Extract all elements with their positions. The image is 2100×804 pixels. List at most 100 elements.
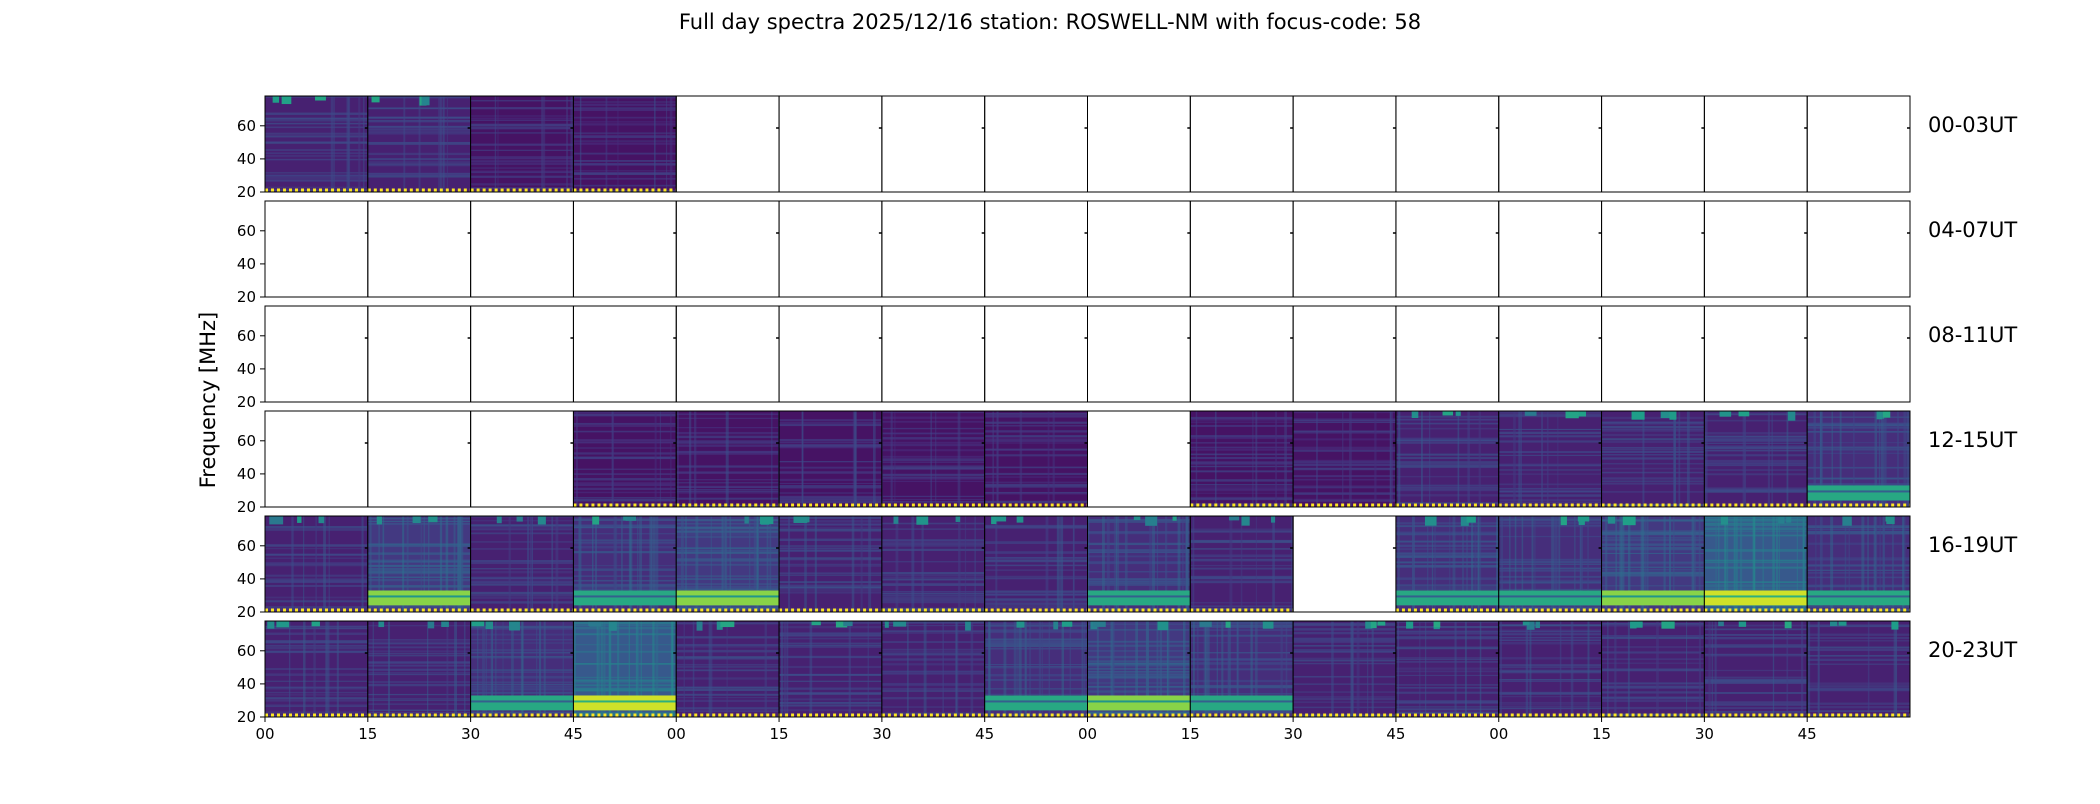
spectrum-panel — [881, 410, 986, 508]
y-tick-label: 40 — [237, 360, 256, 378]
panel-frame — [264, 410, 369, 508]
spectrum-panel — [1601, 410, 1705, 508]
spectrum-panel — [1087, 305, 1191, 403]
spectrum-image — [1190, 411, 1294, 507]
y-tick-label: 40 — [237, 570, 256, 588]
panel-frame — [881, 305, 986, 403]
spectrum-image — [265, 96, 368, 192]
row-label: 16-19UT — [1928, 533, 2017, 557]
x-tick-label: 30 — [872, 725, 891, 743]
spectrum-panel — [1703, 305, 1808, 403]
spectrum-panel — [367, 410, 472, 508]
spectrum-panel — [1087, 200, 1191, 298]
spectrum-image — [881, 516, 985, 612]
panel-frame — [367, 410, 472, 508]
spectrum-panel — [264, 305, 369, 403]
panel-frame — [675, 200, 780, 298]
panel-frame — [1395, 305, 1500, 403]
spectrum-image — [470, 621, 574, 717]
spectrum-panel — [881, 95, 986, 193]
spectrum-panel — [881, 200, 986, 298]
spectrum-image — [1704, 411, 1808, 507]
spectrum-panel — [1087, 620, 1191, 718]
spectrum-panel — [572, 95, 677, 193]
spectrum-image — [1601, 411, 1705, 507]
spectrum-image — [1395, 411, 1499, 507]
panel-frame — [984, 305, 1088, 403]
y-tick-label: 20 — [237, 498, 256, 516]
spectrum-panel — [1292, 95, 1397, 193]
spectrum-image — [1807, 621, 1910, 717]
spectrum-panel — [1292, 620, 1397, 718]
spectrum-panel — [1806, 410, 1911, 508]
spectrum-panel — [778, 620, 883, 718]
panel-frame — [1806, 95, 1911, 193]
spectrum-panel — [881, 620, 986, 718]
spectra-row: 20 40 60 00-03UT — [237, 95, 2017, 201]
spectrum-panel — [1292, 305, 1397, 403]
panel-frame — [1601, 305, 1705, 403]
x-tick-label: 30 — [1284, 725, 1303, 743]
spectrum-panel — [675, 620, 780, 718]
spectra-row: 20 40 60 12-15UT — [237, 410, 2017, 516]
spectrum-panel — [572, 305, 677, 403]
y-tick-label: 20 — [237, 708, 256, 726]
spectrum-image — [573, 621, 677, 717]
panel-frame — [984, 200, 1088, 298]
spectrum-panel — [1395, 515, 1500, 613]
spectrum-image — [1293, 411, 1396, 507]
spectrum-image — [1807, 411, 1910, 507]
panel-frame — [470, 410, 574, 508]
spectrum-panel — [1498, 305, 1603, 403]
panel-frame — [1806, 305, 1911, 403]
spectrum-panel — [1189, 95, 1294, 193]
spectrum-panel — [470, 200, 574, 298]
y-tick-label: 60 — [237, 537, 256, 555]
panel-frame — [470, 200, 574, 298]
x-tick-label: 15 — [358, 725, 377, 743]
row-label: 08-11UT — [1928, 323, 2017, 347]
row-label: 12-15UT — [1928, 428, 2017, 452]
spectrum-panel — [1189, 305, 1294, 403]
spectrum-panel — [1292, 515, 1397, 613]
y-tick-label: 60 — [237, 642, 256, 660]
x-tick-label: 45 — [1798, 725, 1817, 743]
spectrum-panel — [1395, 410, 1500, 508]
spectrum-panel — [1189, 410, 1294, 508]
spectrum-panel — [1703, 515, 1808, 613]
spectrum-panel — [1395, 200, 1500, 298]
spectrum-panel — [470, 305, 574, 403]
spectrum-panel — [470, 620, 574, 718]
spectrum-panel — [367, 95, 472, 193]
spectrum-panel — [470, 515, 574, 613]
spectrum-image — [367, 621, 471, 717]
spectrum-panel — [1189, 200, 1294, 298]
panel-frame — [1189, 305, 1294, 403]
panel-frame — [367, 200, 472, 298]
spectrum-panel — [778, 200, 883, 298]
spectrum-image — [881, 411, 985, 507]
spectrum-panel — [1703, 200, 1808, 298]
spectrum-panel — [1292, 410, 1397, 508]
spectrum-image — [1293, 621, 1396, 717]
spectrum-panel — [264, 620, 369, 718]
panel-frame — [1087, 200, 1191, 298]
spectrum-image — [367, 96, 471, 192]
spectrum-panel — [1498, 515, 1603, 613]
spectrum-panel — [1395, 620, 1500, 718]
spectrum-panel — [1498, 410, 1603, 508]
y-axis-label: Frequency [MHz] — [196, 311, 220, 489]
panel-frame — [778, 95, 883, 193]
row-label: 20-23UT — [1928, 638, 2017, 662]
x-tick-label: 30 — [1695, 725, 1714, 743]
y-tick-label: 20 — [237, 393, 256, 411]
x-tick-label: 45 — [564, 725, 583, 743]
panel-frame — [1601, 95, 1705, 193]
spectrum-panel — [984, 515, 1088, 613]
y-tick-label: 60 — [237, 432, 256, 450]
panel-frame — [1292, 515, 1397, 613]
spectrum-image — [676, 621, 780, 717]
spectrum-image — [573, 516, 677, 612]
y-tick-label: 60 — [237, 117, 256, 135]
